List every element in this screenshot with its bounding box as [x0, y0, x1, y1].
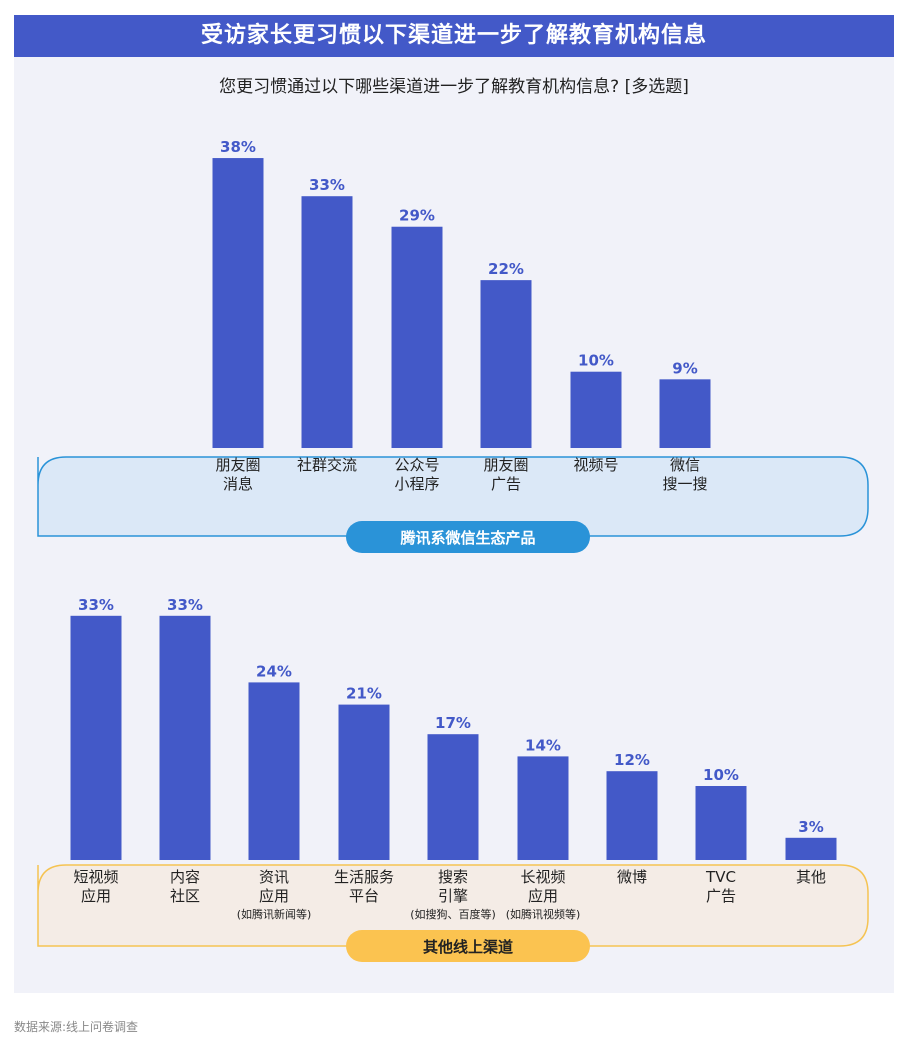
- bar-1-2: [301, 196, 353, 448]
- data-label: 14%: [525, 736, 561, 754]
- data-label: 29%: [399, 207, 435, 225]
- bar-2-1: [70, 615, 122, 860]
- bar-2-7: [606, 771, 658, 860]
- bar-1-4: [480, 280, 532, 448]
- category-label: 平台: [349, 887, 379, 905]
- chart-subtitle: 您更习惯通过以下哪些渠道进一步了解教育机构信息? [多选题]: [219, 77, 689, 97]
- data-label: 12%: [614, 751, 650, 769]
- category-label: 搜一搜: [662, 475, 707, 493]
- data-label: 22%: [488, 260, 524, 278]
- group-frame-1: [37, 456, 869, 537]
- data-label: 24%: [256, 662, 292, 680]
- group-label: 其他线上渠道: [423, 938, 513, 956]
- banner-title: 受访家长更习惯以下渠道进一步了解教育机构信息: [14, 15, 894, 57]
- category-label: 朋友圈: [215, 456, 260, 474]
- data-label: 10%: [578, 352, 614, 370]
- data-label: 38%: [220, 138, 256, 156]
- data-label: 33%: [309, 176, 345, 194]
- category-label: 社群交流: [297, 456, 357, 474]
- category-label: 短视频: [73, 868, 118, 886]
- category-label: 应用: [259, 887, 289, 905]
- category-label: 资讯: [259, 868, 289, 886]
- category-label: 广告: [491, 475, 521, 493]
- category-label: 长视频: [520, 868, 565, 886]
- group-pill-2: [346, 930, 590, 962]
- group-frame-2: [37, 864, 869, 947]
- bar-1-1: [212, 158, 264, 448]
- bar-2-5: [427, 734, 479, 860]
- bar-1-5: [570, 371, 622, 448]
- category-label: 视频号: [573, 456, 618, 474]
- category-label: 应用: [528, 887, 558, 905]
- category-label: 生活服务: [334, 868, 394, 886]
- category-label: 其他: [796, 868, 826, 886]
- category-label: 消息: [223, 475, 253, 493]
- category-label: 朋友圈: [483, 456, 528, 474]
- category-label: 内容: [170, 868, 200, 886]
- data-label: 33%: [167, 596, 203, 614]
- category-label: 公众号: [394, 456, 439, 474]
- category-label: 微信: [670, 456, 700, 474]
- group-label: 腾讯系微信生态产品: [399, 529, 535, 547]
- category-label: 广告: [706, 887, 736, 905]
- bar-2-9: [785, 837, 837, 860]
- bar-2-8: [695, 786, 747, 860]
- data-label: 17%: [435, 714, 471, 732]
- bar-2-4: [338, 704, 390, 860]
- bar-1-3: [391, 226, 443, 448]
- group-pill-1: [346, 521, 590, 553]
- category-label: 微博: [617, 868, 647, 886]
- bar-2-3: [248, 682, 300, 860]
- data-label: 21%: [346, 685, 382, 703]
- data-label: 9%: [672, 359, 697, 377]
- category-label: (如腾讯视频等): [506, 907, 581, 921]
- bar-2-2: [159, 615, 211, 860]
- data-source: 数据来源:线上问卷调查: [14, 1020, 139, 1034]
- category-label: (如腾讯新闻等): [237, 907, 312, 921]
- category-label: 小程序: [394, 475, 439, 493]
- data-label: 33%: [78, 596, 114, 614]
- category-label: (如搜狗、百度等): [410, 907, 496, 921]
- category-label: TVC: [705, 868, 736, 886]
- category-label: 引擎: [438, 887, 468, 905]
- bar-2-6: [517, 756, 569, 860]
- data-label: 10%: [703, 766, 739, 784]
- bar-1-6: [659, 379, 711, 448]
- category-label: 社区: [170, 887, 200, 905]
- data-label: 3%: [798, 818, 823, 836]
- category-label: 应用: [81, 887, 111, 905]
- category-label: 搜索: [438, 868, 468, 886]
